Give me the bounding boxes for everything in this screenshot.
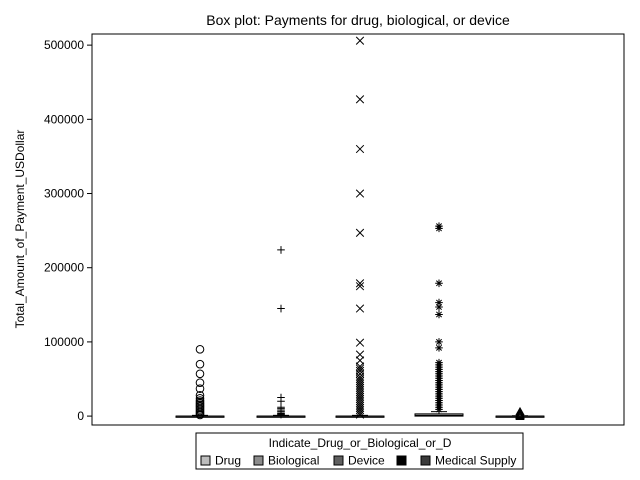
outlier-plus xyxy=(277,246,285,254)
legend-item: Biological xyxy=(253,454,319,468)
outlier-triangle xyxy=(515,406,525,416)
y-tick-label: 400000 xyxy=(44,112,84,126)
legend: Indicate_Drug_or_Biological_or_D Drug Bio… xyxy=(195,432,524,470)
legend-item: Device xyxy=(333,454,385,468)
legend-label: Device xyxy=(348,454,385,468)
legend-swatch xyxy=(253,455,264,466)
outlier-star xyxy=(435,344,443,352)
outlier-plus xyxy=(277,304,285,313)
outlier-x xyxy=(355,95,365,104)
chart-title: Box plot: Payments for drug, biological,… xyxy=(206,12,510,28)
outlier-circle xyxy=(195,391,205,400)
legend-item xyxy=(396,455,407,466)
y-tick-label: 0 xyxy=(77,409,84,423)
outlier-circle xyxy=(195,369,205,379)
legend-label: Drug xyxy=(215,454,241,468)
outlier-x xyxy=(355,356,365,365)
y-axis-label: Total_Amount_of_Payment_USDollar xyxy=(13,130,27,329)
legend-frame xyxy=(195,432,524,470)
legend-label: Biological xyxy=(268,454,319,468)
outlier-circle xyxy=(195,384,205,393)
outlier-star xyxy=(435,310,443,319)
y-tick-label: 500000 xyxy=(44,38,84,52)
legend-item: Medical Supply xyxy=(420,454,516,468)
outlier-circle xyxy=(195,410,205,420)
outlier-x xyxy=(355,304,365,313)
outlier-x xyxy=(355,36,365,45)
outlier-circle xyxy=(195,378,205,388)
outlier-x xyxy=(355,350,365,359)
outlier-plus xyxy=(277,410,285,419)
outlier-circle xyxy=(195,359,205,369)
legend-items: Drug Biological Device Medical Supply xyxy=(200,454,516,468)
outlier-x xyxy=(355,279,365,288)
y-tick-label: 200000 xyxy=(44,261,84,275)
outlier-star xyxy=(435,303,443,311)
plot-area xyxy=(91,33,625,426)
outlier-x xyxy=(355,282,365,291)
y-tick-label: 300000 xyxy=(44,187,84,201)
legend-item: Drug xyxy=(200,454,241,468)
y-tick-label: 100000 xyxy=(44,335,84,349)
outlier-x xyxy=(355,189,365,198)
legend-label: Medical Supply xyxy=(435,454,516,468)
outlier-x xyxy=(355,144,365,154)
outlier-circle xyxy=(195,393,205,403)
outlier-triangle xyxy=(515,408,525,417)
legend-swatch xyxy=(200,455,211,466)
outlier-star xyxy=(435,338,443,346)
legend-title: Indicate_Drug_or_Biological_or_D xyxy=(269,436,452,450)
legend-swatch xyxy=(420,455,431,466)
outlier-triangle xyxy=(515,411,525,421)
outlier-x xyxy=(355,228,365,237)
legend-swatch xyxy=(333,455,344,466)
outlier-star xyxy=(435,298,443,307)
outlier-x xyxy=(355,366,365,375)
outlier-star xyxy=(435,224,443,233)
legend-swatch xyxy=(396,455,407,466)
outlier-points xyxy=(195,36,525,421)
outlier-circle xyxy=(195,345,205,354)
outlier-x xyxy=(355,410,365,419)
y-axis: 0 100000 200000 300000 400000 500000 xyxy=(44,38,92,423)
outlier-star xyxy=(435,279,443,288)
outlier-star xyxy=(435,405,443,414)
outlier-x xyxy=(355,408,365,417)
outlier-x xyxy=(355,338,365,347)
